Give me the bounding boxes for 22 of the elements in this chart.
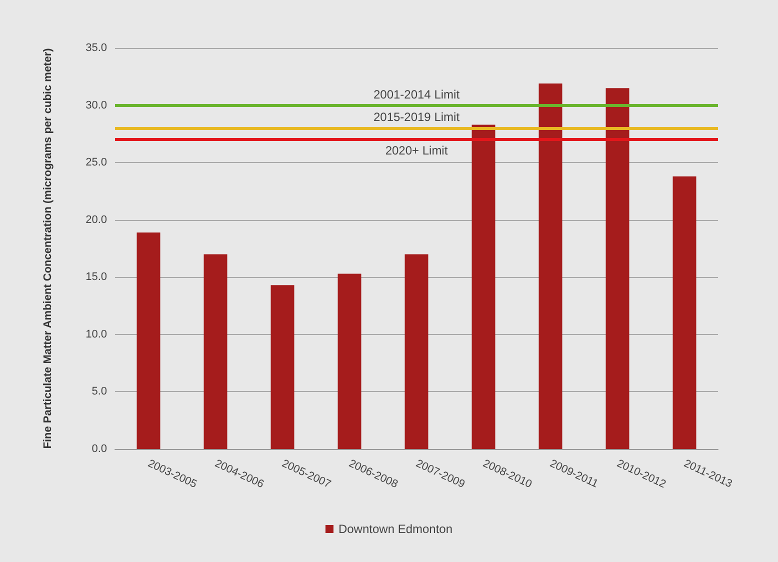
ref-line-label: 2015-2019 Limit [373, 110, 460, 124]
bar [472, 124, 496, 449]
bar [204, 254, 228, 449]
y-tick-label: 5.0 [92, 386, 107, 398]
bar [672, 176, 696, 449]
y-tick-label: 0.0 [92, 443, 107, 455]
legend-label: Downtown Edmonton [338, 522, 453, 536]
y-tick-label: 20.0 [86, 214, 107, 226]
y-tick-label: 25.0 [86, 156, 107, 169]
bar [606, 88, 630, 449]
y-tick-label: 15.0 [86, 271, 107, 284]
bar [538, 84, 562, 449]
ref-line-label: 2001-2014 Limit [373, 87, 460, 102]
bar [136, 232, 160, 449]
y-tick-label: 35.0 [86, 42, 107, 54]
bar [338, 274, 362, 449]
bar [404, 254, 428, 449]
y-tick-label: 10.0 [86, 328, 107, 340]
ref-line-label: 2020+ Limit [385, 144, 448, 158]
y-tick-label: 30.0 [86, 99, 107, 112]
bar [270, 285, 294, 449]
y-axis-title: Fine Particulate Matter Ambient Concentration (micrograms per cubic meter) [42, 48, 54, 449]
